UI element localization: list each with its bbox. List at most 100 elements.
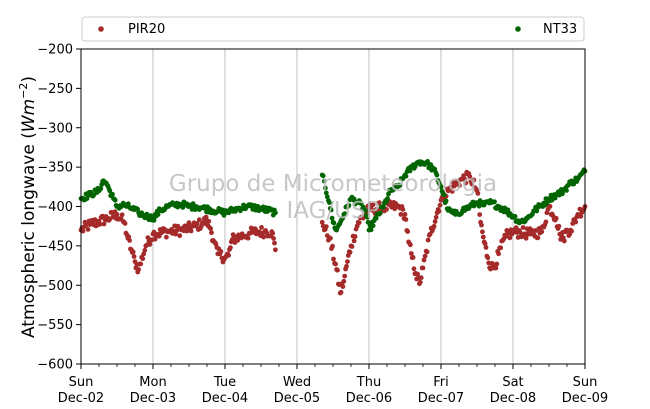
y-axis-label-close: ) bbox=[19, 76, 39, 83]
point-pir20 bbox=[486, 260, 492, 266]
point-pir20 bbox=[127, 238, 132, 243]
point-pir20 bbox=[484, 253, 490, 259]
point-nt33 bbox=[552, 195, 558, 201]
point-pir20 bbox=[126, 234, 132, 240]
legend-box: PIR20 NT33 bbox=[81, 16, 585, 42]
point-nt33 bbox=[320, 173, 326, 179]
point-nt33 bbox=[432, 166, 438, 172]
x-tick-day-1: Mon bbox=[139, 375, 166, 390]
point-pir20 bbox=[493, 265, 499, 271]
y-axis-label-exponent: −2 bbox=[17, 83, 30, 99]
x-tick-day-4: Thu bbox=[356, 375, 381, 390]
point-pir20 bbox=[495, 249, 501, 254]
point-nt33 bbox=[221, 212, 227, 218]
x-tick-date-2: Dec-04 bbox=[202, 391, 248, 406]
point-pir20 bbox=[142, 247, 148, 253]
point-nt33 bbox=[380, 204, 385, 210]
point-pir20 bbox=[417, 279, 423, 285]
point-pir20 bbox=[556, 223, 562, 229]
point-nt33 bbox=[324, 194, 330, 200]
x-tick-date-6: Dec-08 bbox=[490, 391, 536, 406]
point-pir20 bbox=[466, 171, 472, 177]
point-nt33 bbox=[385, 196, 390, 201]
point-pir20 bbox=[475, 191, 481, 196]
x-tick-day-5: Fri bbox=[433, 375, 449, 390]
point-nt33 bbox=[564, 188, 569, 193]
point-pir20 bbox=[471, 177, 477, 183]
point-pir20 bbox=[235, 238, 241, 243]
point-nt33 bbox=[365, 219, 371, 225]
point-pir20 bbox=[140, 256, 146, 262]
point-nt33 bbox=[155, 212, 161, 217]
point-pir20 bbox=[457, 183, 462, 188]
point-pir20 bbox=[209, 230, 214, 236]
point-pir20 bbox=[338, 289, 344, 295]
point-pir20 bbox=[196, 217, 202, 223]
point-pir20 bbox=[164, 234, 169, 240]
point-nt33 bbox=[272, 207, 277, 213]
point-pir20 bbox=[271, 236, 276, 241]
point-nt33 bbox=[512, 214, 518, 219]
point-pir20 bbox=[85, 227, 91, 232]
point-nt33 bbox=[441, 192, 447, 198]
point-pir20 bbox=[333, 261, 338, 267]
point-pir20 bbox=[452, 183, 457, 189]
point-pir20 bbox=[402, 212, 408, 217]
y-tick-label-4: −400 bbox=[37, 200, 73, 215]
point-pir20 bbox=[352, 234, 358, 239]
y-tick-label-5: −350 bbox=[37, 161, 73, 176]
point-nt33 bbox=[322, 185, 328, 191]
legend-marker-pir20 bbox=[98, 26, 104, 32]
point-pir20 bbox=[103, 214, 109, 219]
y-tick-label-2: −500 bbox=[37, 279, 73, 294]
point-nt33 bbox=[377, 210, 383, 216]
point-pir20 bbox=[419, 265, 425, 271]
x-tick-date-7: Dec-09 bbox=[562, 391, 608, 406]
point-pir20 bbox=[433, 214, 439, 220]
point-pir20 bbox=[184, 228, 190, 234]
y-tick-label-3: −450 bbox=[37, 239, 73, 254]
point-pir20 bbox=[340, 284, 346, 289]
point-pir20 bbox=[203, 214, 209, 220]
point-pir20 bbox=[431, 223, 437, 229]
point-pir20 bbox=[270, 230, 276, 236]
point-nt33 bbox=[368, 227, 374, 233]
x-tick-date-3: Dec-05 bbox=[274, 391, 320, 406]
point-nt33 bbox=[560, 191, 565, 197]
point-nt33 bbox=[443, 198, 449, 204]
point-pir20 bbox=[480, 234, 486, 240]
point-nt33 bbox=[144, 211, 150, 217]
point-pir20 bbox=[351, 238, 357, 244]
point-pir20 bbox=[384, 207, 389, 212]
point-pir20 bbox=[523, 235, 529, 241]
point-pir20 bbox=[479, 222, 484, 228]
point-pir20 bbox=[507, 235, 513, 241]
x-tick-day-7: Sun bbox=[573, 375, 598, 390]
point-pir20 bbox=[480, 229, 485, 235]
x-axis: SunDec-02MonDec-03TueDec-04WedDec-05ThuD… bbox=[58, 364, 608, 406]
point-pir20 bbox=[410, 255, 416, 260]
point-pir20 bbox=[342, 273, 348, 279]
point-nt33 bbox=[340, 215, 346, 221]
point-nt33 bbox=[505, 207, 511, 213]
point-pir20 bbox=[559, 233, 564, 239]
point-pir20 bbox=[462, 176, 468, 182]
y-tick-label-8: −200 bbox=[37, 43, 73, 58]
point-nt33 bbox=[403, 173, 409, 179]
y-tick-label-1: −550 bbox=[37, 318, 73, 333]
point-nt33 bbox=[151, 217, 157, 223]
watermark-line-2: IAG/USP bbox=[287, 198, 380, 224]
point-pir20 bbox=[483, 245, 489, 250]
point-nt33 bbox=[459, 210, 464, 216]
point-pir20 bbox=[207, 225, 213, 231]
point-nt33 bbox=[148, 213, 154, 219]
legend-label-nt33: NT33 bbox=[543, 22, 577, 37]
point-pir20 bbox=[218, 249, 224, 254]
point-pir20 bbox=[411, 266, 417, 272]
y-tick-label-6: −300 bbox=[37, 121, 73, 136]
point-pir20 bbox=[408, 251, 414, 256]
y-axis-label: Atmospheric longwave (Wm−2) bbox=[17, 76, 39, 338]
point-pir20 bbox=[260, 231, 265, 236]
point-nt33 bbox=[476, 203, 482, 209]
